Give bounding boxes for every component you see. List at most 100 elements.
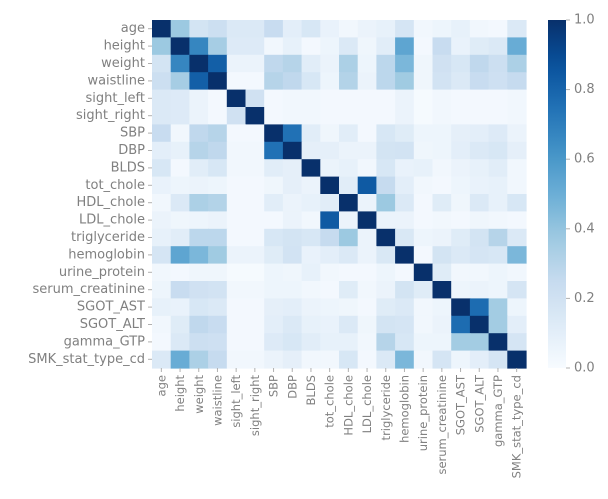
colorbar-tick-label: 1.0 — [574, 13, 595, 28]
heatmap-cell-triglyceride-LDL_chole — [357, 228, 377, 247]
heatmap-cell-triglyceride-tot_chole — [320, 228, 340, 247]
heatmap-cell-urine_protein-waistline — [208, 263, 228, 282]
heatmap-cell-sight_right-SBP — [264, 107, 284, 125]
heatmap-cell-tot_chole-height — [170, 176, 190, 195]
heatmap-cell-height-SGOT_AST — [451, 37, 471, 56]
heatmap-cell-serum_creatinine-DBP — [282, 281, 303, 299]
heatmap-cell-SGOT_AST-SGOT_ALT — [469, 298, 490, 317]
heatmap-cell-SMK_stat_type_cd-SBP — [264, 350, 284, 369]
heatmap-cell-urine_protein-HDL_chole — [339, 263, 359, 282]
heatmap-cell-hemoglobin-triglyceride — [376, 246, 396, 265]
row-label-height: height — [104, 39, 145, 54]
heatmap-cell-SGOT_ALT-SMK_stat_type_cd — [507, 315, 527, 334]
heatmap-cell-triglyceride-HDL_chole — [339, 228, 359, 247]
heatmap-cell-sight_left-hemoglobin — [395, 89, 415, 108]
heatmap-cell-triglyceride-age — [152, 228, 172, 247]
heatmap-cell-DBP-triglyceride — [376, 141, 396, 160]
row-label-urine_protein: urine_protein — [59, 265, 145, 280]
heatmap-cell-sight_left-LDL_chole — [357, 89, 377, 108]
heatmap-cell-serum_creatinine-height — [170, 281, 190, 299]
row-label-SGOT_AST: SGOT_AST — [77, 300, 145, 315]
heatmap-cell-age-age — [152, 20, 172, 38]
heatmap-cell-SGOT_AST-DBP — [282, 298, 303, 317]
heatmap-cell-sight_right-age — [152, 107, 172, 125]
heatmap-cell-HDL_chole-gamma_GTP — [488, 194, 508, 212]
heatmap-cell-SMK_stat_type_cd-urine_protein — [413, 350, 434, 369]
heatmap-cell-hemoglobin-age — [152, 246, 172, 265]
row-label-HDL_chole: HDL_chole — [77, 195, 145, 210]
heatmap-cell-SGOT_AST-serum_creatinine — [432, 298, 452, 317]
colorbar-tick-label: 0.2 — [574, 291, 595, 306]
heatmap-cell-waistline-SBP — [264, 72, 284, 91]
heatmap-cell-hemoglobin-urine_protein — [413, 246, 434, 265]
heatmap-cell-SGOT_AST-BLDS — [301, 298, 321, 317]
row-label-triglyceride: triglyceride — [71, 230, 145, 245]
column-label-triglyceride: triglyceride — [379, 375, 393, 440]
heatmap-cell-DBP-SGOT_ALT — [469, 141, 490, 160]
heatmap-cell-triglyceride-urine_protein — [413, 228, 434, 247]
heatmap-cell-SGOT_ALT-SBP — [264, 315, 284, 334]
heatmap-cell-height-sight_right — [245, 37, 265, 56]
heatmap-cell-BLDS-DBP — [282, 159, 303, 178]
heatmap-cell-waistline-SGOT_AST — [451, 72, 471, 91]
column-label-LDL_chole: LDL_chole — [360, 375, 374, 433]
column-label-weight: weight — [192, 375, 206, 414]
heatmap-cell-triglyceride-sight_left — [226, 228, 247, 247]
heatmap-cell-gamma_GTP-tot_chole — [320, 333, 340, 352]
heatmap-cell-age-SBP — [264, 20, 284, 38]
heatmap-cell-hemoglobin-SGOT_AST — [451, 246, 471, 265]
heatmap-cell-SBP-SGOT_ALT — [469, 124, 490, 143]
heatmap-cell-urine_protein-tot_chole — [320, 263, 340, 282]
heatmap-cell-sight_left-age — [152, 89, 172, 108]
heatmap-cell-height-gamma_GTP — [488, 37, 508, 56]
heatmap-cell-hemoglobin-waistline — [208, 246, 228, 265]
heatmap-cell-waistline-SGOT_ALT — [469, 72, 490, 91]
heatmap-cell-weight-DBP — [282, 54, 303, 73]
heatmap-cell-weight-waistline — [208, 54, 228, 73]
heatmap-cell-gamma_GTP-SBP — [264, 333, 284, 352]
heatmap-cell-BLDS-serum_creatinine — [432, 159, 452, 178]
colorbar-ticks: 0.0 0.2 0.4 0.6 0.8 1.0 — [566, 13, 595, 376]
heatmap-cell-DBP-gamma_GTP — [488, 141, 508, 160]
heatmap-cell-urine_protein-age — [152, 263, 172, 282]
heatmap-cell-SBP-gamma_GTP — [488, 124, 508, 143]
heatmap-cell-SMK_stat_type_cd-height — [170, 350, 190, 369]
column-label-SGOT_ALT: SGOT_ALT — [472, 374, 486, 433]
heatmap-cell-DBP-weight — [189, 141, 209, 160]
heatmap-cell-LDL_chole-SGOT_ALT — [469, 211, 490, 230]
heatmap-cell-SGOT_ALT-serum_creatinine — [432, 315, 452, 334]
heatmap-cell-waistline-waistline — [208, 72, 228, 91]
heatmap-cell-SBP-sight_right — [245, 124, 265, 143]
heatmap-cell-weight-SGOT_ALT — [469, 54, 490, 73]
heatmap-cell-age-tot_chole — [320, 20, 340, 38]
heatmap-cell-DBP-serum_creatinine — [432, 141, 452, 160]
heatmap-cell-triglyceride-serum_creatinine — [432, 228, 452, 247]
heatmap-cell-weight-hemoglobin — [395, 54, 415, 73]
heatmap-cell-triglyceride-sight_right — [245, 228, 265, 247]
heatmap-cell-age-sight_right — [245, 20, 265, 38]
heatmap-cell-urine_protein-LDL_chole — [357, 263, 377, 282]
heatmap-cell-age-hemoglobin — [395, 20, 415, 38]
heatmap-cell-gamma_GTP-SGOT_AST — [451, 333, 471, 352]
heatmap-cell-tot_chole-waistline — [208, 176, 228, 195]
heatmap-cell-DBP-BLDS — [301, 141, 321, 160]
heatmap-cell-waistline-triglyceride — [376, 72, 396, 91]
column-label-SMK_stat_type_cd: SMK_stat_type_cd — [510, 375, 524, 478]
heatmap-cell-height-SGOT_ALT — [469, 37, 490, 56]
heatmap-cell-DBP-SGOT_AST — [451, 141, 471, 160]
heatmap-cell-SBP-HDL_chole — [339, 124, 359, 143]
heatmap-cell-DBP-age — [152, 141, 172, 160]
heatmap-cell-sight_left-sight_right — [245, 89, 265, 108]
column-label-tot_chole: tot_chole — [323, 375, 337, 428]
heatmap-cell-waistline-SMK_stat_type_cd — [507, 72, 527, 91]
heatmap-cell-hemoglobin-hemoglobin — [395, 246, 415, 265]
heatmap-cell-triglyceride-hemoglobin — [395, 228, 415, 247]
heatmap-cell-SGOT_AST-SMK_stat_type_cd — [507, 298, 527, 317]
heatmap-cell-SGOT_AST-SBP — [264, 298, 284, 317]
heatmap-cell-SMK_stat_type_cd-LDL_chole — [357, 350, 377, 369]
heatmap-cell-tot_chole-BLDS — [301, 176, 321, 195]
heatmap-cell-triglyceride-SBP — [264, 228, 284, 247]
heatmap-cell-SMK_stat_type_cd-triglyceride — [376, 350, 396, 369]
heatmap-cell-gamma_GTP-hemoglobin — [395, 333, 415, 352]
row-label-waistline: waistline — [87, 73, 145, 88]
